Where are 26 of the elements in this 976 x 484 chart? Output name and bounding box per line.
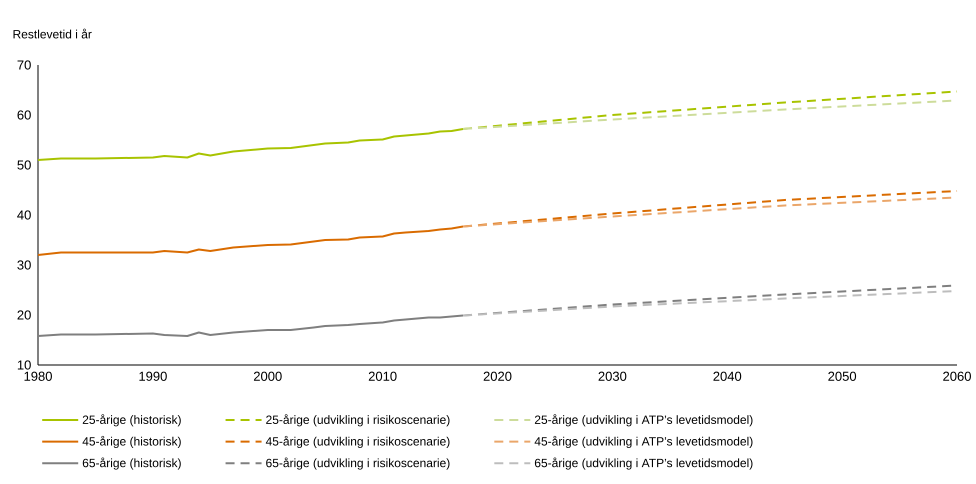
x-tick-label: 1990 xyxy=(139,372,167,381)
y-tick-label: 10 xyxy=(18,360,31,370)
legend-label: 45-årige (udvikling i ATP’s levetidsmodel) xyxy=(534,436,752,448)
y-tick-label: 20 xyxy=(18,310,31,320)
x-tick-label: 2000 xyxy=(254,372,282,381)
x-tick-label: 2060 xyxy=(943,372,971,381)
y-axis-title: Restlevetid i år xyxy=(14,28,92,38)
y-tick-label: 40 xyxy=(17,210,31,220)
x-tick-label: 2040 xyxy=(713,372,742,381)
legend-label: 25-årige (udvikling i risikoscenarie) xyxy=(266,414,450,426)
y-tick-label: 60 xyxy=(18,110,31,120)
x-tick-label: 2050 xyxy=(828,372,856,381)
x-tick-label: 1980 xyxy=(24,372,52,381)
legend-label: 65-årige (udvikling i ATP’s levetidsmodel) xyxy=(534,457,752,470)
legend-label: 45-årige (historisk) xyxy=(82,436,181,448)
y-tick-label: 50 xyxy=(17,160,31,170)
legend-label: 65-årige (historisk) xyxy=(82,457,181,470)
legend-label: 25-årige (historisk) xyxy=(82,414,181,426)
x-tick-label: 2020 xyxy=(484,372,512,381)
legend-label: 45-årige (udvikling i risikoscenarie) xyxy=(266,436,450,448)
x-tick-label: 2010 xyxy=(368,372,397,381)
legend-label: 65-årige (udvikling i risikoscenarie) xyxy=(266,457,450,470)
y-tick-label: 70 xyxy=(18,60,31,70)
y-tick-label: 30 xyxy=(17,260,31,270)
x-tick-label: 2030 xyxy=(598,372,626,381)
legend-label: 25-årige (udvikling i ATP’s levetidsmodel) xyxy=(534,414,752,426)
